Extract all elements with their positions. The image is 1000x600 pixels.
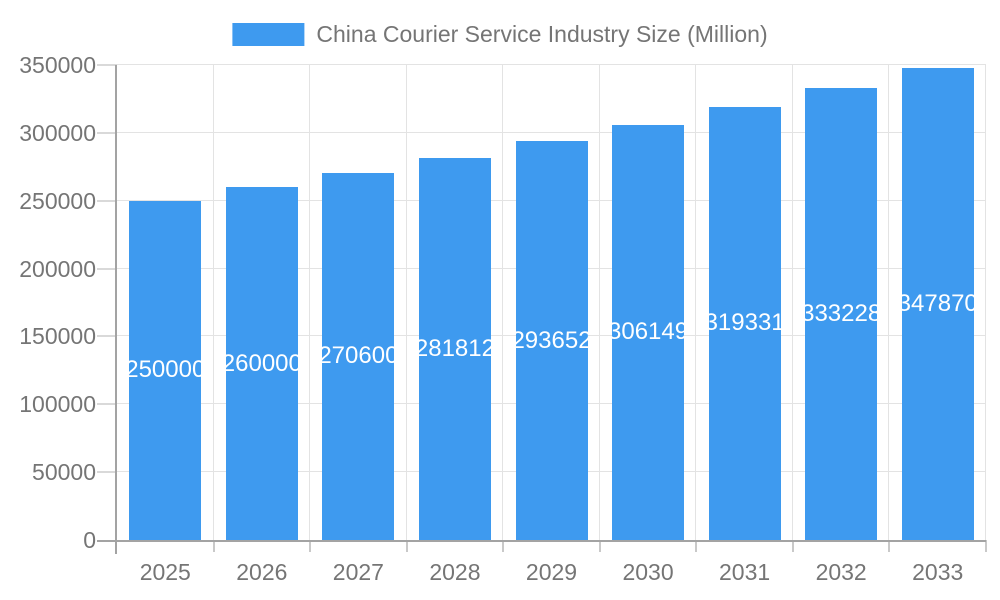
bar[interactable]: 293652	[515, 141, 588, 540]
bar[interactable]: 270600	[322, 172, 395, 540]
x-axis-tick	[888, 540, 891, 552]
bar[interactable]: 347870	[901, 67, 974, 540]
gridline	[985, 65, 986, 540]
y-axis-line	[115, 65, 117, 554]
bar[interactable]: 250000	[129, 200, 202, 540]
x-axis-label: 2027	[332, 559, 384, 585]
gridline	[791, 65, 793, 540]
y-axis-tick	[97, 335, 117, 338]
x-axis-label: 2033	[912, 559, 964, 585]
y-axis-label: 200000	[19, 255, 96, 282]
y-axis-label: 350000	[19, 52, 96, 78]
bar-value-label: 281812	[418, 334, 491, 362]
y-axis-tick	[97, 131, 117, 134]
y-axis-tick	[97, 403, 117, 406]
x-axis-tick	[695, 540, 698, 552]
gridline	[117, 64, 986, 65]
y-axis-tick	[97, 471, 117, 474]
gridline	[212, 65, 214, 540]
y-axis-label: 50000	[32, 459, 96, 486]
bar[interactable]: 281812	[418, 157, 491, 540]
x-axis-label: 2028	[429, 559, 481, 585]
y-axis-label: 250000	[19, 187, 96, 214]
gridline	[405, 65, 407, 540]
x-axis-label: 2032	[815, 559, 867, 585]
x-axis-tick	[985, 540, 987, 552]
x-axis-tick	[791, 540, 794, 552]
y-axis-label: 0	[83, 527, 96, 553]
legend-item[interactable]: China Courier Service Industry Size (Mil…	[232, 21, 768, 48]
gridline	[695, 65, 697, 540]
y-axis-tick	[97, 267, 117, 270]
x-axis-line	[97, 540, 986, 542]
bar[interactable]: 333228	[805, 87, 878, 540]
x-axis-tick	[212, 540, 215, 552]
y-axis-label: 100000	[19, 391, 96, 418]
x-axis-label: 2025	[139, 559, 191, 585]
x-axis-label: 2026	[236, 559, 288, 585]
gridline	[888, 65, 890, 540]
y-axis-label: 150000	[19, 323, 96, 350]
x-axis-tick	[502, 540, 505, 552]
x-axis-tick	[405, 540, 408, 552]
gridline	[309, 65, 311, 540]
y-axis-tick	[97, 199, 117, 202]
x-axis-tick	[309, 540, 312, 552]
x-axis-label: 2029	[525, 559, 578, 585]
x-axis-label: 2031	[719, 559, 771, 585]
bar-value-label: 270600	[322, 342, 395, 370]
legend-swatch	[232, 23, 305, 46]
y-axis-tick	[97, 64, 117, 66]
bar-value-label: 250000	[129, 356, 202, 384]
bar[interactable]: 306149	[612, 124, 685, 540]
gridline	[502, 65, 504, 540]
bar-value-label: 306149	[612, 318, 685, 346]
gridline	[598, 65, 600, 540]
bar-value-label: 293652	[515, 326, 588, 354]
bar-value-label: 260000	[225, 349, 298, 377]
x-axis-tick	[598, 540, 601, 552]
legend-label: China Courier Service Industry Size (Mil…	[316, 21, 768, 47]
gridline	[117, 131, 986, 133]
y-axis-label: 300000	[19, 119, 96, 146]
bar[interactable]: 319331	[708, 106, 781, 540]
bar-value-label: 333228	[805, 299, 878, 327]
bar[interactable]: 260000	[225, 187, 298, 540]
bar-value-label: 319331	[708, 309, 781, 337]
bar-value-label: 347870	[901, 289, 974, 317]
x-axis-label: 2030	[622, 559, 674, 585]
